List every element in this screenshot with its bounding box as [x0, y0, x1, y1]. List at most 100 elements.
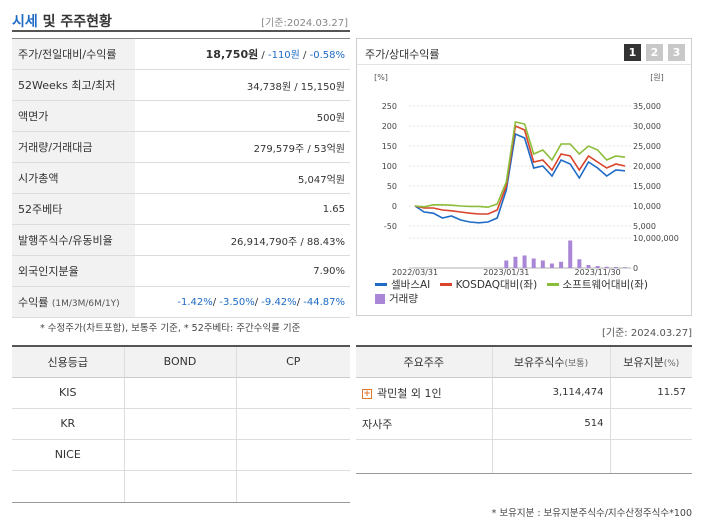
quote-row: 거래량/거래대금 279,579주 / 53억원 — [12, 131, 350, 163]
chart-pager: 1 2 3 — [624, 44, 685, 61]
quote-row: 주가/전일대비/수익률 18,750원 / -110원 / -0.58% — [12, 38, 350, 70]
chart-legend: 셀바스AI KOSDAQ대비(좌) 소프트웨어대비(좌) 거래량 — [375, 277, 687, 307]
table-row: + 곽민철 외 1인 3,114,474 11.57 — [356, 377, 692, 409]
quote-value: 500원 — [316, 112, 345, 124]
volume-bar — [549, 263, 554, 268]
credit-cp — [236, 470, 350, 503]
quote-row: 52주베타 1.65 — [12, 193, 350, 225]
credit-bond — [124, 439, 237, 471]
credit-cp — [236, 408, 350, 440]
volume-tick-label: 0 — [633, 264, 638, 273]
holder-shares — [492, 439, 611, 474]
credit-bond — [124, 408, 237, 440]
volume-bar — [595, 266, 600, 268]
table-row: KIS — [12, 377, 350, 409]
volume-tick-label: 10,000,000 — [633, 234, 679, 243]
credit-cp — [236, 439, 350, 471]
credit-agency: KR — [12, 408, 125, 440]
chart-page-2-button[interactable]: 2 — [646, 44, 663, 61]
page-title: 시세 및 주주현황 — [12, 14, 112, 30]
quote-value: 34,738원 / 15,150원 — [246, 81, 345, 93]
left-tick-label: 150 — [382, 142, 397, 151]
left-tick-label: 200 — [382, 122, 397, 131]
table-row: 자사주 514 — [356, 408, 692, 440]
volume-bar — [504, 260, 509, 268]
legend-item[interactable]: 거래량 — [375, 292, 418, 306]
credit-agency: KIS — [12, 377, 125, 409]
volume-bar — [586, 265, 591, 268]
x-tick-label: 2023/11/30 — [575, 268, 621, 276]
volume-bar — [623, 267, 627, 268]
right-tick-label: 20,000 — [633, 162, 661, 171]
holder-name: 자사주 — [356, 408, 493, 440]
major-shareholders-table: 주요주주 보유주식수(보통) 보유지분(%) + 곽민철 외 1인 3,114,4… — [356, 345, 692, 474]
holder-pct — [610, 439, 692, 474]
section-header: 시세 및 주주현황 [기준:2024.03.27] — [12, 8, 350, 32]
holder-pct: 11.57 — [610, 377, 692, 409]
quote-row: 발행주식수/유동비율 26,914,790주 / 88.43% — [12, 224, 350, 256]
quote-label: 발행주식수/유동비율 — [12, 224, 135, 256]
quote-value: -1.42%/ -3.50%/ -9.42%/ -44.87% — [177, 296, 345, 308]
credit-agency — [12, 470, 125, 503]
credit-header: BOND — [124, 345, 237, 378]
left-axis-unit: [%] — [374, 73, 388, 82]
quote-value: 7.90% — [313, 265, 345, 277]
quote-row: 액면가 500원 — [12, 100, 350, 132]
right-tick-label: 5,000 — [633, 222, 656, 231]
quote-value: 18,750원 / -110원 / -0.58% — [205, 48, 345, 61]
holder-name[interactable]: + 곽민철 외 1인 — [356, 377, 493, 409]
legend-item[interactable]: 소프트웨어대비(좌) — [546, 278, 648, 292]
holder-header: 주요주주 — [356, 345, 493, 378]
credit-header: CP — [236, 345, 350, 378]
legend-item[interactable]: KOSDAQ대비(좌) — [439, 278, 537, 292]
x-tick-label: 2023/01/31 — [483, 268, 529, 276]
quote-label: 주가/전일대비/수익률 — [12, 38, 135, 70]
volume-bar — [568, 240, 573, 268]
holder-shares: 3,114,474 — [492, 377, 611, 409]
x-tick-label: 2022/03/31 — [392, 268, 438, 276]
table-row — [12, 470, 350, 503]
volume-bar — [540, 260, 545, 268]
holder-header: 보유주식수(보통) — [492, 345, 611, 378]
quote-row: 외국인지분율 7.90% — [12, 255, 350, 287]
quote-label: 52Weeks 최고/최저 — [12, 69, 135, 101]
quote-row: 수익률 (1M/3M/6M/1Y) -1.42%/ -3.50%/ -9.42%… — [12, 286, 350, 318]
holder-header: 보유지분(%) — [610, 345, 692, 378]
holder-shares: 514 — [492, 408, 611, 440]
volume-bar — [613, 267, 618, 268]
left-tick-label: 50 — [387, 182, 397, 191]
quote-value: 5,047억원 — [297, 174, 345, 186]
series-line — [414, 121, 626, 209]
quote-label: 외국인지분율 — [12, 255, 135, 287]
holders-footnote: * 보유지분 : 보유지분주식수/지수산정주식수*100 — [491, 508, 692, 519]
chart-panel: 주가/상대수익률 1 2 3 [%] [원] 250 200 150 100 50 0 -50 3… — [356, 38, 692, 316]
right-axis-unit: [원] — [650, 73, 664, 82]
table-row — [356, 439, 692, 474]
chart-header: 주가/상대수익률 1 2 3 — [357, 39, 691, 65]
volume-bar — [531, 258, 536, 268]
credit-header: 신용등급 — [12, 345, 125, 378]
price-chart: [%] [원] 250 200 150 100 50 0 -50 35,000 30,000 25,0… — [374, 73, 679, 276]
holder-pct — [610, 408, 692, 440]
plus-icon[interactable]: + — [362, 388, 372, 399]
left-tick-label: 100 — [382, 162, 397, 171]
quote-table: 주가/전일대비/수익률 18,750원 / -110원 / -0.58% 52W… — [12, 38, 350, 318]
legend-item[interactable]: 셀바스AI — [375, 278, 430, 292]
right-tick-label: 25,000 — [633, 142, 661, 151]
quote-row: 52Weeks 최고/최저 34,738원 / 15,150원 — [12, 69, 350, 101]
holders-base-date: [기준: 2024.03.27] — [601, 328, 692, 339]
table-row: KR — [12, 408, 350, 440]
chart-page-3-button[interactable]: 3 — [668, 44, 685, 61]
quote-value: 279,579주 / 53억원 — [253, 143, 345, 155]
legend-swatch — [439, 283, 452, 286]
right-tick-label: 10,000 — [633, 202, 661, 211]
quote-label: 액면가 — [12, 100, 135, 132]
credit-rating-table: 신용등급 BOND CP KIS KR NICE — [12, 345, 350, 503]
base-date: [기준:2024.03.27] — [261, 18, 348, 29]
chart-title: 주가/상대수익률 — [365, 48, 440, 61]
right-tick-label: 30,000 — [633, 122, 661, 131]
chart-page-1-button[interactable]: 1 — [624, 44, 641, 61]
credit-bond — [124, 377, 237, 409]
credit-bond — [124, 470, 237, 503]
quote-footnote: * 수정주가(차트포함), 보통주 기준, * 52주베타: 주간수익률 기준 — [40, 323, 301, 334]
